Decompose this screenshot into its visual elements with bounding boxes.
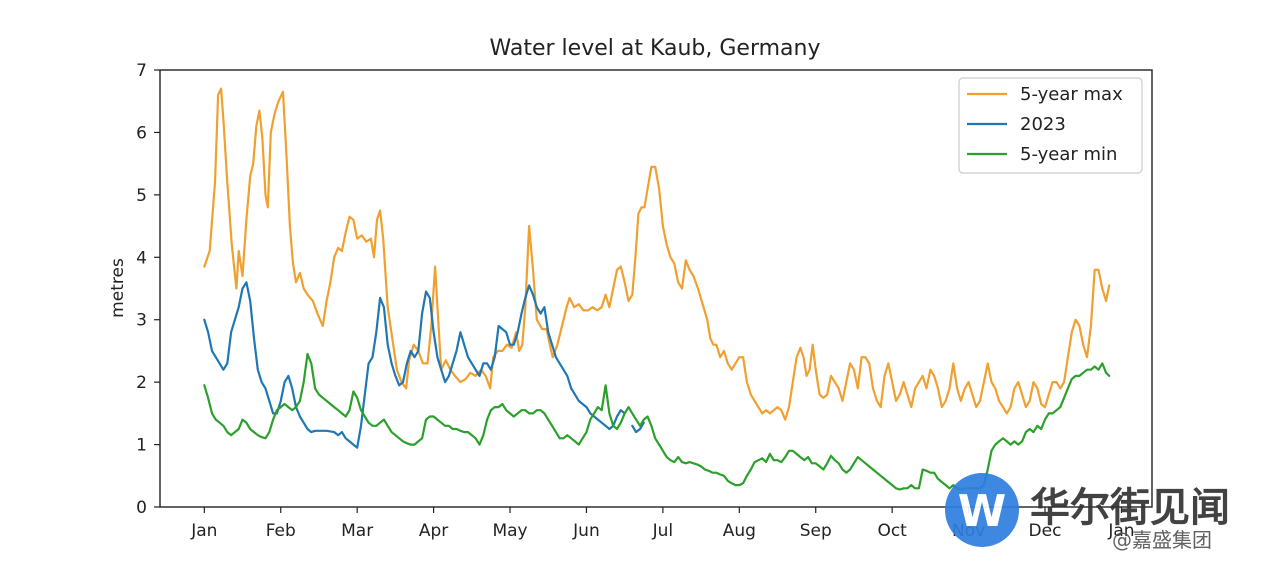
watermark-brand-text: 华尔街见闻 xyxy=(1030,485,1230,531)
series-line-5-year-min xyxy=(203,352,1111,491)
x-tick-label: Jul xyxy=(652,521,674,541)
watermark-logo-icon xyxy=(945,473,1019,547)
y-tick-label: 5 xyxy=(136,186,147,206)
x-tick-label: Apr xyxy=(419,521,448,541)
series-line-5-year-max xyxy=(203,87,1111,421)
x-tick-label: Sep xyxy=(800,521,832,541)
legend-label-2023: 2023 xyxy=(1020,114,1066,135)
y-axis-label: metres xyxy=(108,258,128,318)
legend-box xyxy=(958,77,1143,174)
watermark-handle-text: @嘉盛集团 xyxy=(1112,528,1212,552)
y-tick-label: 2 xyxy=(136,373,147,393)
y-tick-label: 3 xyxy=(136,311,147,331)
chart-title: Water level at Kaub, Germany xyxy=(490,36,821,61)
watermark-logo-letter: W xyxy=(958,486,1007,537)
x-tick-label: Mar xyxy=(341,521,373,541)
x-tick-label: Jun xyxy=(572,521,600,541)
legend-label-5-year-max: 5-year max xyxy=(1020,84,1123,105)
x-tick-label: Dec xyxy=(1029,521,1062,541)
x-tick-label: Oct xyxy=(877,521,907,541)
legend-label-5-year-min: 5-year min xyxy=(1020,144,1117,165)
x-tick-label: Aug xyxy=(723,521,756,541)
series-line-2023 xyxy=(203,281,645,449)
y-tick-label: 4 xyxy=(136,248,147,268)
y-tick-label: 6 xyxy=(136,123,147,143)
y-tick-label: 1 xyxy=(136,436,147,456)
x-tick-label: Jan xyxy=(1107,521,1134,541)
legend: 5-year max 2023 5-year min xyxy=(958,77,1143,174)
y-tick-label: 7 xyxy=(136,61,147,81)
x-tick-label: May xyxy=(492,521,527,541)
x-tick-label: Feb xyxy=(266,521,296,541)
watermark: W 华尔街见闻 @嘉盛集团 xyxy=(945,473,1230,552)
y-tick-label: 0 xyxy=(136,498,147,518)
plot-frame xyxy=(159,69,1153,508)
x-tick-label: Jan xyxy=(190,521,217,541)
